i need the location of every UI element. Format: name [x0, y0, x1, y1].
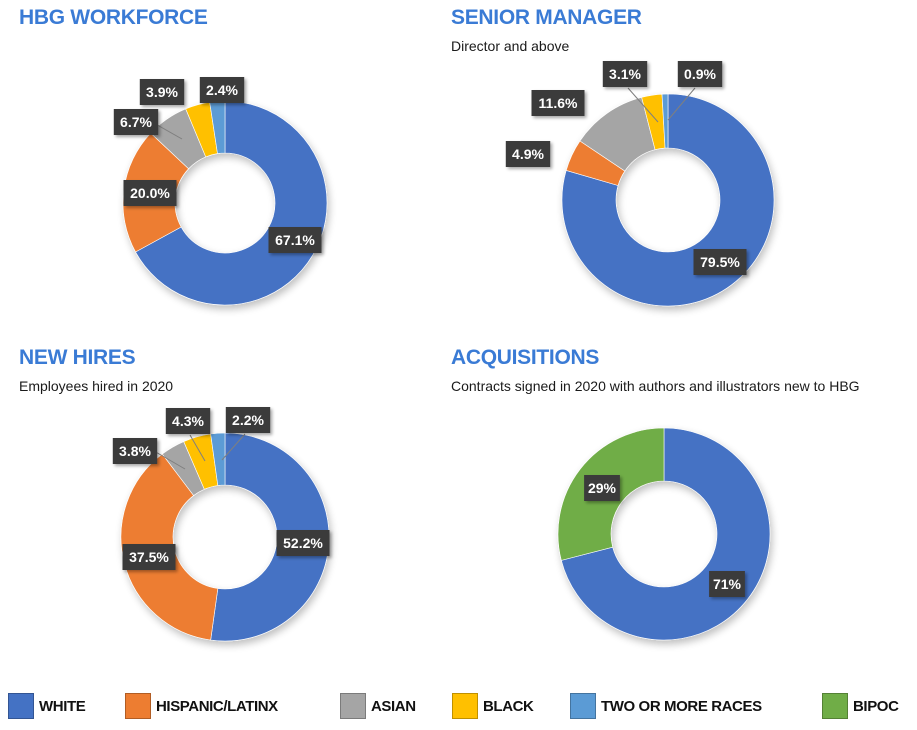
donut-ring: [557, 427, 771, 641]
data-label-box: [584, 475, 620, 501]
data-label-text: 2.4%: [206, 82, 238, 98]
data-label-text: 4.9%: [512, 146, 544, 162]
data-label-white: 52.2%: [276, 530, 330, 556]
data-label-black: 4.3%: [165, 408, 211, 434]
data-label-box: [225, 407, 271, 433]
legend-item-two-or-more: TWO OR MORE RACES: [570, 692, 762, 720]
donut-chart-senior-manager: 79.5% 4.9% 11.6% 3.1% 0.9%: [505, 61, 775, 307]
data-label-white: 67.1%: [268, 227, 322, 253]
donut-slice-white: [210, 432, 330, 642]
data-label-hispanic: 20.0%: [123, 180, 177, 206]
donut-slice-two-or-more: [661, 93, 669, 149]
data-label-text: 52.2%: [283, 535, 323, 551]
legend-item-hispanic: HISPANIC/LATINX: [125, 692, 278, 720]
data-label-text: 0.9%: [684, 66, 716, 82]
data-label-box: [122, 544, 176, 570]
chart-title-new-hires: NEW HIRES: [19, 346, 136, 369]
data-label-white: 71%: [709, 571, 745, 597]
data-label-text: 6.7%: [120, 114, 152, 130]
data-label-box: [112, 438, 158, 464]
data-label-text: 71%: [713, 576, 742, 592]
legend-swatch-two-or-more: [570, 693, 596, 719]
data-label-box: [709, 571, 745, 597]
leader-line: [189, 434, 206, 462]
data-label-text: 29%: [588, 480, 617, 496]
data-label-text: 11.6%: [539, 95, 578, 111]
leader-line: [153, 450, 186, 470]
donut-slice-white: [135, 100, 328, 306]
data-label-box: [276, 530, 330, 556]
data-label-box: [693, 249, 747, 275]
data-label-black: 3.9%: [139, 79, 185, 105]
donut-chart-acquisitions: 71% 29%: [557, 427, 771, 641]
legend-swatch-hispanic: [125, 693, 151, 719]
chart-subtitle-new-hires: Employees hired in 2020: [19, 378, 174, 394]
data-label-box: [123, 180, 177, 206]
donut-chart-new-hires: 52.2% 37.5% 3.8% 4.3% 2.2%: [112, 407, 330, 642]
data-label-text: 3.9%: [146, 84, 178, 100]
data-label-text: 4.3%: [172, 413, 204, 429]
data-label-text: 2.2%: [232, 412, 264, 428]
legend-label-bipoc: BIPOC: [853, 697, 899, 715]
data-label-two-or-more: 2.4%: [199, 77, 245, 103]
data-label-text: 37.5%: [129, 549, 169, 565]
chart-title-hbg-workforce: HBG WORKFORCE: [19, 6, 208, 29]
legend-item-white: WHITE: [8, 692, 86, 720]
legend-swatch-bipoc: [822, 693, 848, 719]
leader-line: [627, 87, 659, 123]
data-label-box: [165, 408, 211, 434]
data-label-text: 67.1%: [275, 232, 315, 248]
chart-subtitle-acquisitions: Contracts signed in 2020 with authors an…: [451, 378, 860, 394]
chart-title-senior-manager: SENIOR MANAGER: [451, 6, 642, 29]
data-label-text: 3.1%: [609, 66, 641, 82]
legend-label-asian: ASIAN: [371, 697, 416, 715]
donut-slice-two-or-more: [210, 432, 226, 486]
donut-charts: 67.1% 20.0% 6.7% 3.9% 2.4% 79.5% 4.9% 11.6% 3.1%…: [112, 61, 775, 642]
legend-label-two-or-more: TWO OR MORE RACES: [601, 697, 762, 715]
data-label-box: [113, 109, 159, 135]
chart-title-acquisitions: ACQUISITIONS: [451, 346, 600, 369]
leader-line: [667, 87, 696, 121]
data-label-white: 79.5%: [693, 249, 747, 275]
data-label-bipoc: 29%: [584, 475, 620, 501]
legend-item-asian: ASIAN: [340, 692, 416, 720]
data-label-asian: 6.7%: [113, 109, 159, 135]
chart-subtitle-senior-manager: Director and above: [451, 38, 570, 54]
legend-swatch-white: [8, 693, 34, 719]
legend-item-black: BLACK: [452, 692, 534, 720]
data-label-asian: 3.8%: [112, 438, 158, 464]
leader-line: [221, 433, 246, 461]
data-label-box: [268, 227, 322, 253]
data-label-text: 20.0%: [130, 185, 170, 201]
legend-item-bipoc: BIPOC: [822, 692, 899, 720]
legend-swatch-black: [452, 693, 478, 719]
data-label-box: [602, 61, 648, 87]
legend-label-black: BLACK: [483, 697, 534, 715]
legend-swatch-asian: [340, 693, 366, 719]
data-label-two-or-more: 2.2%: [225, 407, 271, 433]
data-label-text: 79.5%: [700, 254, 740, 270]
data-label-box: [677, 61, 723, 87]
data-label-box: [139, 79, 185, 105]
data-label-hispanic: 37.5%: [122, 544, 176, 570]
data-label-text: 3.8%: [119, 443, 151, 459]
data-label-hispanic: 4.9%: [505, 141, 551, 167]
legend-label-white: WHITE: [39, 697, 86, 715]
data-label-box: [531, 90, 585, 116]
donut-chart-hbg-workforce: 67.1% 20.0% 6.7% 3.9% 2.4%: [113, 77, 328, 306]
data-label-box: [505, 141, 551, 167]
legend-label-hispanic: HISPANIC/LATINX: [156, 697, 278, 715]
data-label-black: 3.1%: [602, 61, 648, 87]
data-label-asian: 11.6%: [531, 90, 585, 116]
data-label-two-or-more: 0.9%: [677, 61, 723, 87]
data-label-box: [199, 77, 245, 103]
